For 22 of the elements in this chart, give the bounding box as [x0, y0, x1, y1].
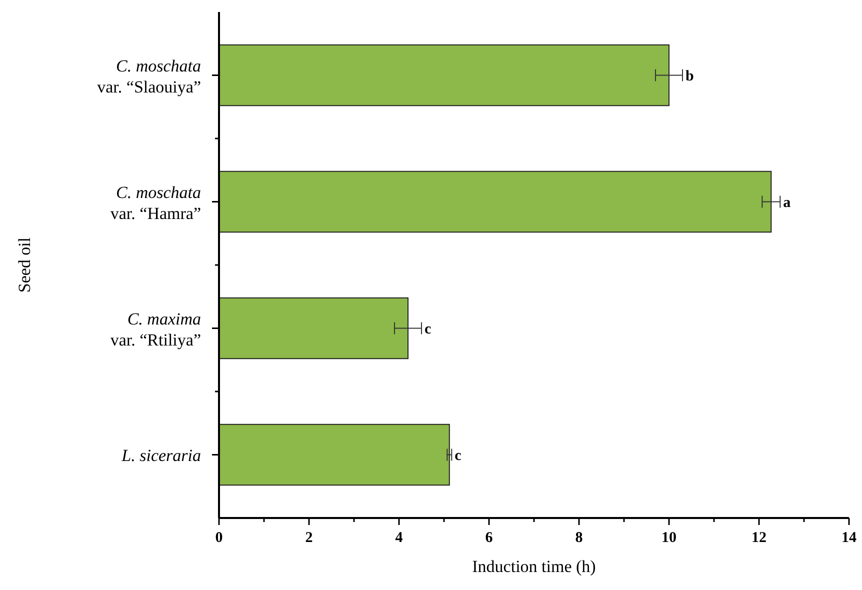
bar — [218, 424, 450, 486]
bar — [218, 44, 670, 106]
y-tick-label: C. moschata var. “Hamra” — [110, 182, 201, 223]
x-tick-label: 8 — [575, 530, 583, 546]
x-tick-label: 14 — [842, 530, 857, 546]
x-tick-label: 4 — [395, 530, 404, 546]
x-tick-label: 12 — [752, 530, 766, 546]
x-tick-label: 10 — [662, 530, 676, 546]
y-axis-title: Seed oil — [15, 237, 34, 293]
x-tick-label: 0 — [215, 530, 223, 546]
y-tick-label: C. maxima var. “Rtiliya” — [110, 309, 201, 350]
annotation: c — [424, 321, 432, 338]
annotation: a — [783, 194, 792, 211]
bar — [218, 297, 408, 360]
y-tick-label: C. moschata var. “Slaouiya” — [97, 56, 201, 96]
x-axis-title: Induction time (h) — [472, 557, 596, 576]
x-tick-label: 2 — [305, 530, 313, 546]
y-tick-label: L. siceraria — [120, 446, 201, 465]
annotation: b — [686, 68, 694, 84]
bar — [218, 170, 772, 233]
annotation: c — [454, 448, 462, 464]
x-tick-label: 6 — [485, 530, 494, 546]
